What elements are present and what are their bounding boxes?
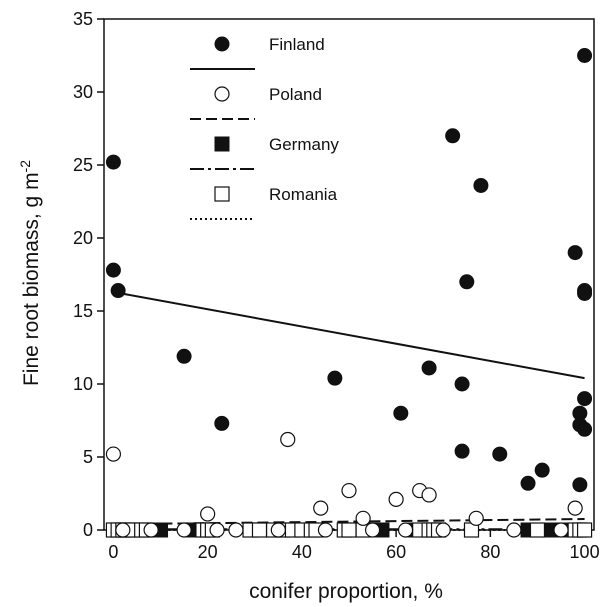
y-axis-title-main: Fine root biomass, g m [20,172,43,386]
data-point-romania [576,522,593,538]
data-point-romania [529,522,546,538]
data-point-finland [577,421,593,437]
data-point-finland [110,283,126,299]
data-point-poland [355,510,371,526]
y-tick-label: 30 [73,82,93,102]
data-point-romania [251,522,268,538]
legend-marker-germany [214,136,230,152]
data-point-finland [572,477,588,493]
data-markers [105,48,593,538]
data-point-finland [534,462,550,478]
data-point-finland [577,48,593,63]
data-point-poland [105,446,122,462]
x-tick-label: 60 [386,542,406,562]
x-tick-label: 0 [108,542,118,562]
data-point-finland [577,391,593,407]
data-point-finland [473,177,489,193]
x-tick-label: 40 [292,542,312,562]
data-point-poland [200,506,216,522]
data-point-finland [454,443,470,459]
data-point-finland [520,475,536,491]
data-point-finland [459,274,475,290]
plot-border [103,18,595,531]
data-point-poland [421,487,437,503]
legend-marker-poland [214,86,230,102]
x-tick-label: 100 [570,542,600,562]
data-point-finland [214,415,230,431]
fit-line-finland [113,291,585,380]
data-point-romania [341,522,357,538]
legend-marker-finland [214,36,230,52]
data-point-poland [388,491,404,507]
data-point-finland [492,446,508,462]
data-point-finland [327,370,343,386]
data-point-poland [364,522,381,538]
data-point-poland [317,522,334,538]
y-tick-label: 20 [73,228,93,248]
data-point-finland [577,285,593,301]
data-point-finland [421,360,437,376]
data-point-finland [445,128,461,144]
y-axis-title-superscript: -2 [17,160,33,173]
legend-label-finland: Finland [269,35,325,54]
data-point-poland [115,522,131,538]
fit-line-poland [113,518,585,526]
data-point-poland [553,522,569,538]
axis-ticks: 0 20 40 60 80 100 0 5 10 15 20 25 30 35 [73,9,600,562]
data-point-poland [397,522,414,538]
data-point-finland [454,376,470,392]
data-point-poland [313,500,329,516]
data-point-finland [393,405,409,421]
legend-marker-romania [214,186,230,202]
y-tick-label: 15 [73,301,93,321]
x-tick-label: 80 [480,542,500,562]
data-point-finland [567,245,583,261]
data-point-poland [506,522,522,538]
data-point-poland [280,431,296,448]
data-point-poland [176,522,192,538]
data-point-poland [435,522,451,538]
data-point-poland [228,522,244,538]
y-tick-label: 10 [73,374,93,394]
y-tick-label: 25 [73,155,93,175]
data-point-poland [341,482,357,499]
data-point-poland [209,522,225,538]
data-point-poland [270,522,286,538]
legend-label-germany: Germany [269,135,339,154]
x-tick-label: 20 [198,542,218,562]
data-point-poland [143,522,159,538]
y-tick-label: 35 [73,9,93,29]
data-point-poland [468,510,484,526]
data-point-finland [105,262,121,278]
data-point-finland [176,348,192,364]
legend-label-romania: Romania [269,185,338,204]
y-tick-label: 5 [83,447,93,467]
legend: Finland Poland Germany Romania [190,35,339,220]
data-point-finland [105,154,121,170]
y-axis-title: Fine root biomass, g m-2 [17,160,43,386]
plot-frame [103,18,595,531]
data-point-poland [567,500,583,516]
y-tick-label: 0 [83,520,93,540]
legend-label-poland: Poland [269,85,322,104]
x-axis-title: conifer proportion, % [249,580,443,603]
